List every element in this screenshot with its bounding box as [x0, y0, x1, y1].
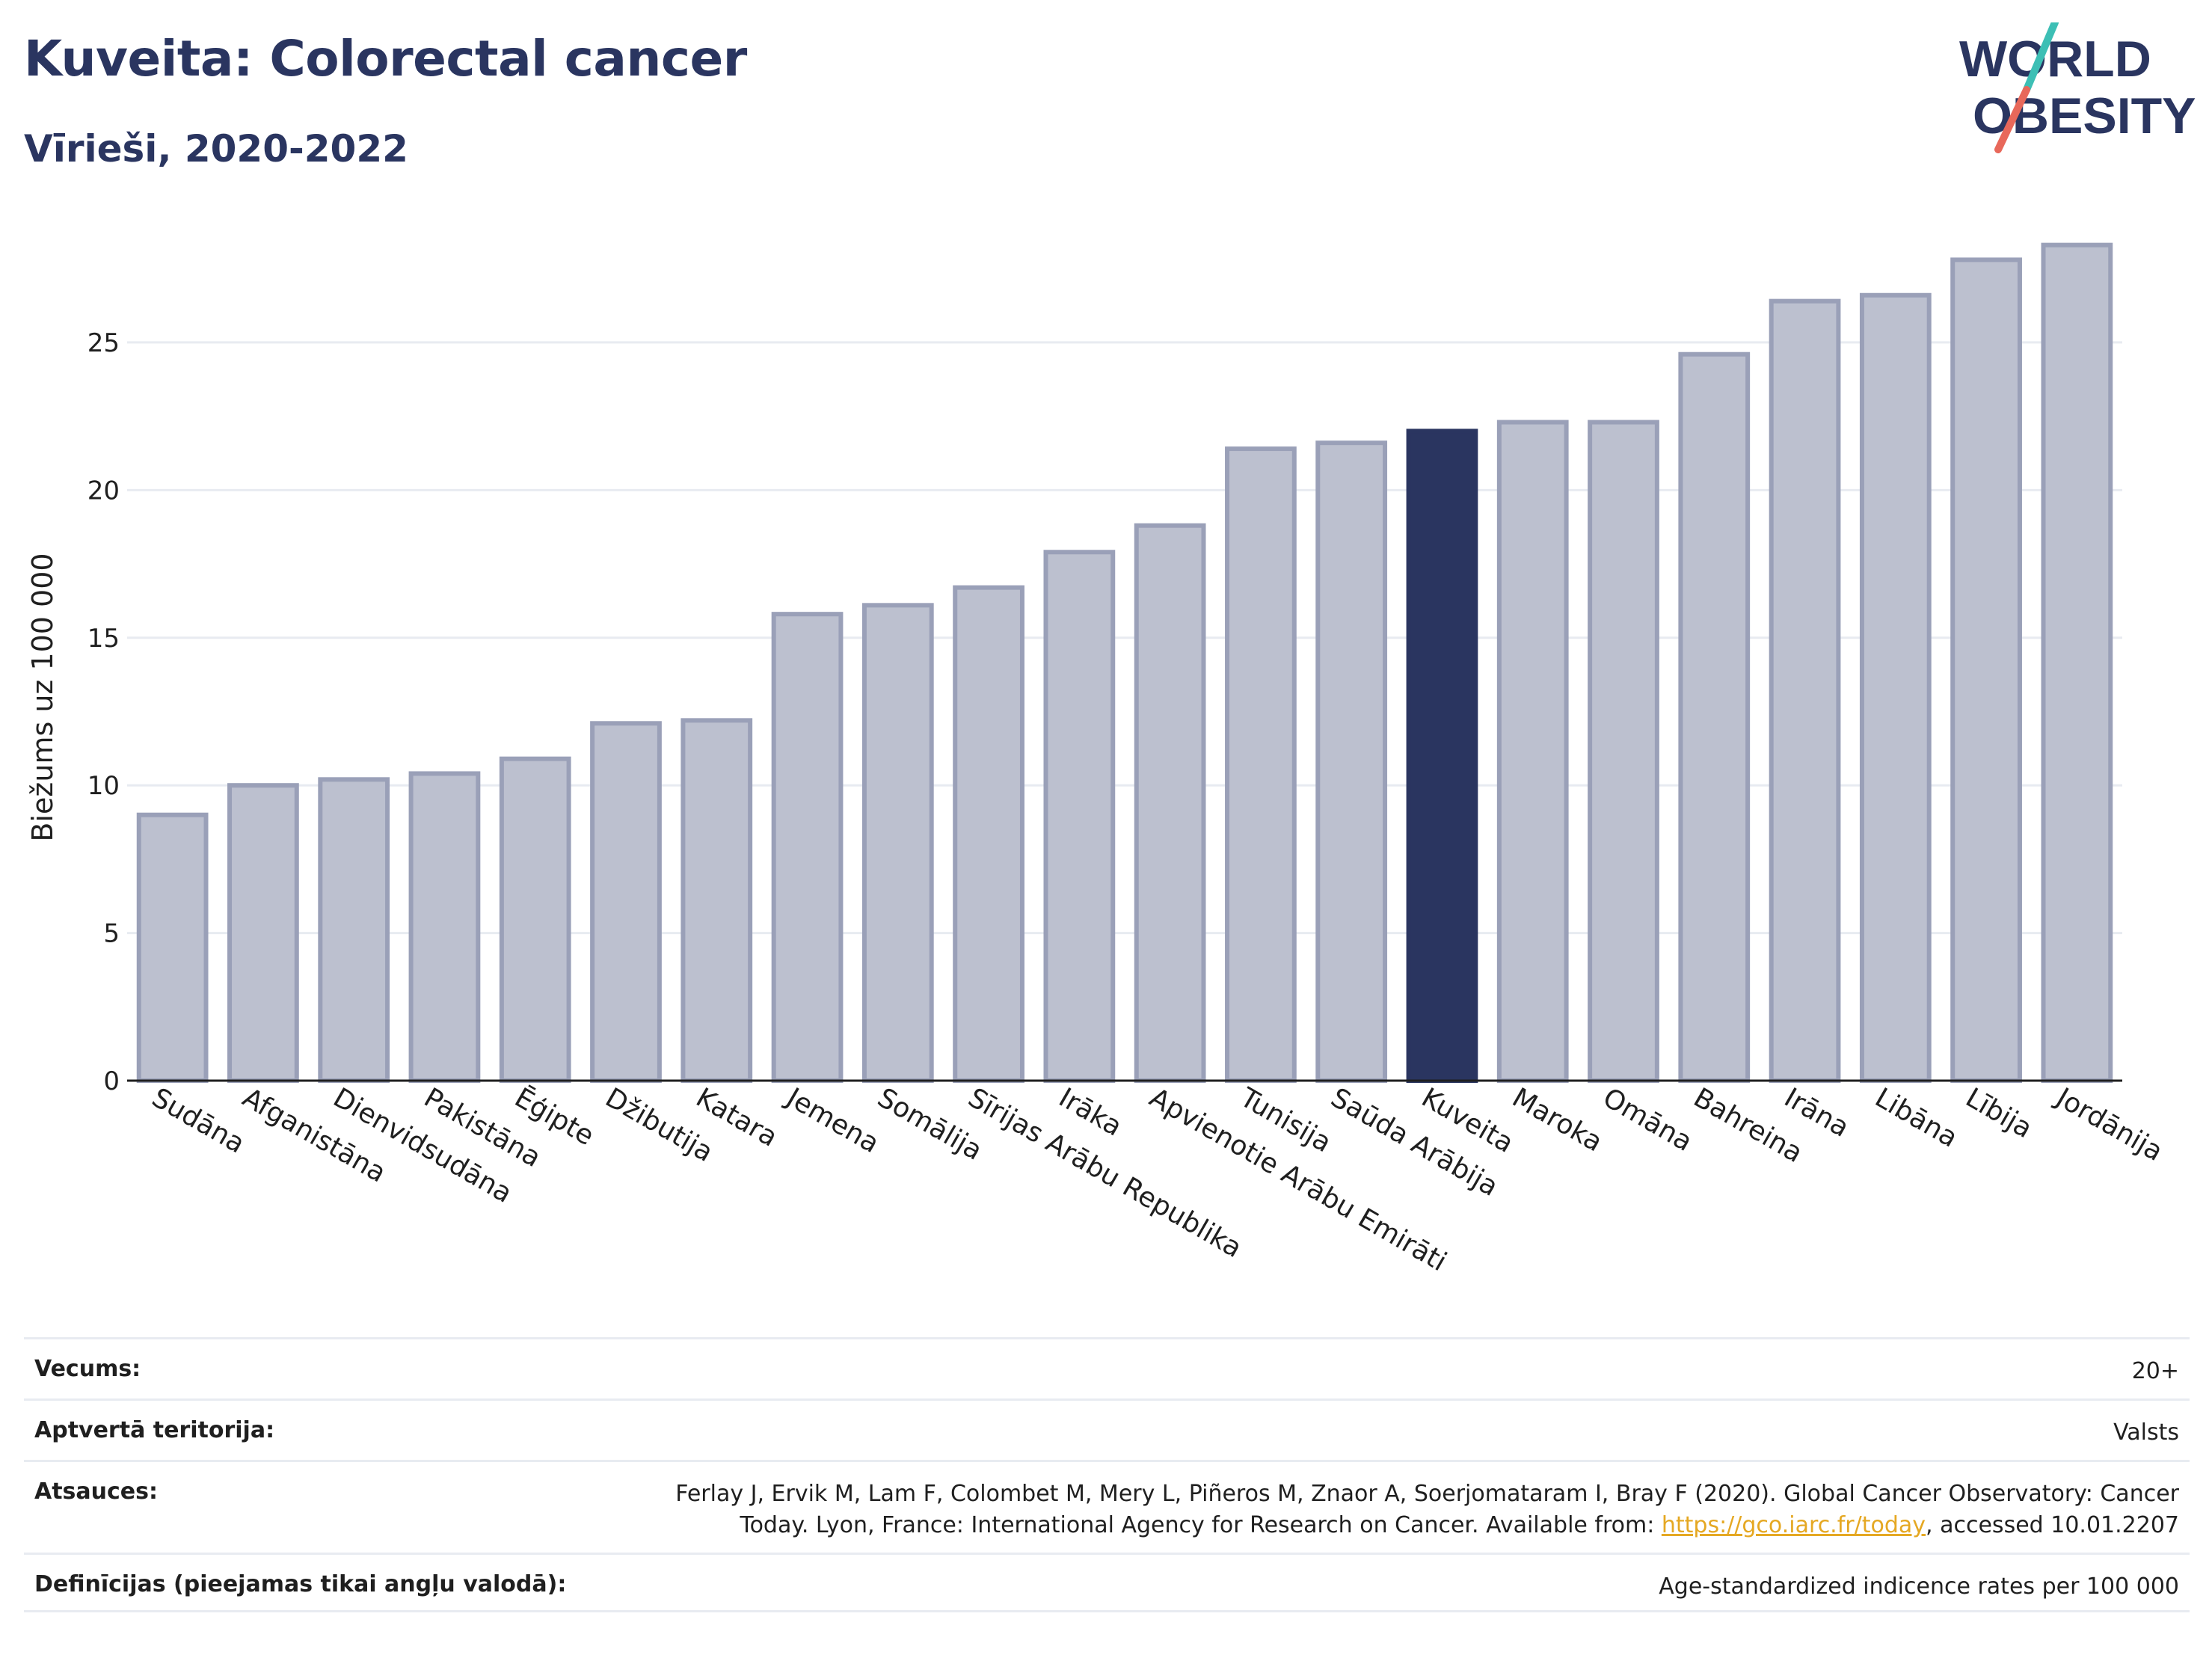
logo-slash-bottom	[1994, 86, 2030, 153]
logo-line-obesity: OBESITY	[1973, 87, 2196, 144]
bar-highlighted	[1406, 429, 1478, 1083]
bar	[499, 756, 571, 1083]
bar	[1496, 420, 1569, 1083]
info-value-territory: Valsts	[2113, 1419, 2179, 1446]
y-tick-label: 25	[87, 328, 120, 358]
y-tick-label: 0	[103, 1066, 120, 1096]
bar	[136, 812, 209, 1083]
x-tick-label: Lībija	[1961, 1082, 2038, 1144]
info-value-references: Ferlay J, Ervik M, Lam F, Colombet M, Me…	[675, 1479, 2179, 1541]
x-tick-label: Maroka	[1507, 1082, 1607, 1158]
bar	[1859, 292, 1932, 1083]
bar	[861, 603, 934, 1083]
y-tick-label: 5	[103, 919, 120, 949]
y-tick-label: 20	[87, 476, 120, 506]
info-row-territory: Aptvertā teritorija: Valsts	[24, 1398, 2190, 1460]
reference-text-line1: Ferlay J, Ervik M, Lam F, Colombet M, Me…	[675, 1481, 2179, 1507]
reference-link[interactable]: https://gco.iarc.fr/today	[1661, 1512, 1926, 1538]
info-value-definitions: Age-standardized indicence rates per 100…	[1659, 1573, 2179, 1600]
y-axis-label: Biežums uz 100 000	[26, 553, 59, 841]
bar	[2041, 242, 2113, 1083]
info-label-references: Atsauces:	[34, 1479, 158, 1505]
info-row-references: Atsauces: Ferlay J, Ervik M, Lam F, Colo…	[24, 1460, 2190, 1553]
info-row-definitions: Definīcijas (pieejamas tikai angļu valod…	[24, 1553, 2190, 1612]
bar	[1134, 523, 1206, 1083]
page-subtitle: Vīrieši, 2020-2022	[24, 127, 408, 171]
bar	[771, 612, 844, 1083]
bar	[1588, 420, 1659, 1083]
bar	[318, 777, 390, 1084]
bar	[953, 585, 1024, 1083]
x-tick-label: Omāna	[1598, 1082, 1698, 1158]
info-label-definitions: Definīcijas (pieejamas tikai angļu valod…	[34, 1571, 567, 1597]
y-tick-label: 10	[87, 771, 120, 801]
bar	[1225, 446, 1297, 1083]
info-label-territory: Aptvertā teritorija:	[34, 1417, 275, 1443]
x-tick-label: Sudāna	[147, 1082, 250, 1159]
x-tick-label: Somālija	[872, 1082, 987, 1167]
bar	[1678, 351, 1751, 1084]
reference-text-line2: Today. Lyon, France: International Agenc…	[740, 1512, 1662, 1538]
bar	[1043, 550, 1116, 1083]
info-table: Vecums: 20+ Aptvertā teritorija: Valsts …	[24, 1337, 2190, 1612]
bar	[227, 783, 299, 1083]
world-obesity-logo: WORLD OBESITY	[1959, 22, 2196, 153]
info-row-age: Vecums: 20+	[24, 1337, 2190, 1398]
x-tick-label: Jemena	[780, 1081, 884, 1159]
page-title: Kuveita: Colorectal cancer	[24, 30, 747, 87]
bar	[1950, 257, 2022, 1084]
bar	[1315, 440, 1388, 1083]
logo-slash-top	[2023, 22, 2059, 93]
info-value-age: 20+	[2131, 1358, 2179, 1384]
info-label-age: Vecums:	[34, 1356, 141, 1382]
x-tick-label: Jordānija	[2050, 1081, 2168, 1167]
bar	[408, 771, 481, 1083]
bar	[1769, 298, 1841, 1084]
logo-line-world: WORLD	[1959, 31, 2151, 87]
bar	[590, 721, 662, 1083]
bar	[681, 718, 753, 1084]
y-tick-label: 15	[87, 624, 120, 654]
reference-text-accessed: , accessed 10.01.2207	[1926, 1512, 2179, 1538]
x-tick-label: Libāna	[1870, 1082, 1962, 1153]
